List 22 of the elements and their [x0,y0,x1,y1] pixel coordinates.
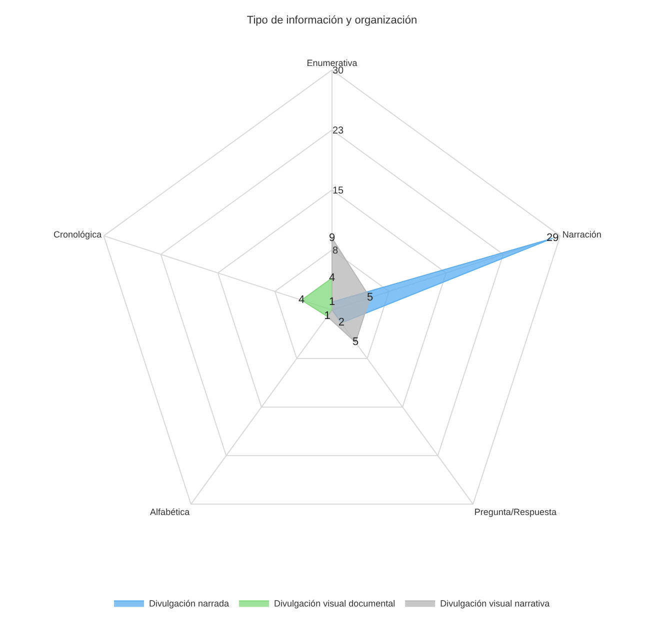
spoke-label: Enumerativa [306,58,358,68]
data-label: 4 [328,272,336,284]
y-tick-label: 8 [332,245,338,256]
spoke-label: Pregunta/Respuesta [474,507,556,518]
data-label: 5 [366,291,374,304]
chart-title: Tipo de información y organización [246,14,418,26]
spoke-label: Alfabética [150,507,190,518]
spoke-label: Cronológica [54,230,102,240]
data-label: 5 [352,336,359,348]
data-label: 9 [328,232,336,244]
legend-label: Divulgación narrada [149,598,230,608]
data-label: 2 [338,316,344,329]
y-tick-label: 15 [332,185,344,196]
data-label: 1 [328,296,336,308]
legend-label: Divulgación visual narrativa [440,598,550,608]
spoke-label: Narración [562,230,602,240]
data-label: 1 [324,310,330,322]
data-label: 4 [298,294,305,306]
y-tick-label: 30 [332,65,344,76]
legend-label: Divulgación visual documental [274,598,396,608]
data-label: 29 [546,232,559,244]
y-tick-label: 23 [332,125,344,136]
